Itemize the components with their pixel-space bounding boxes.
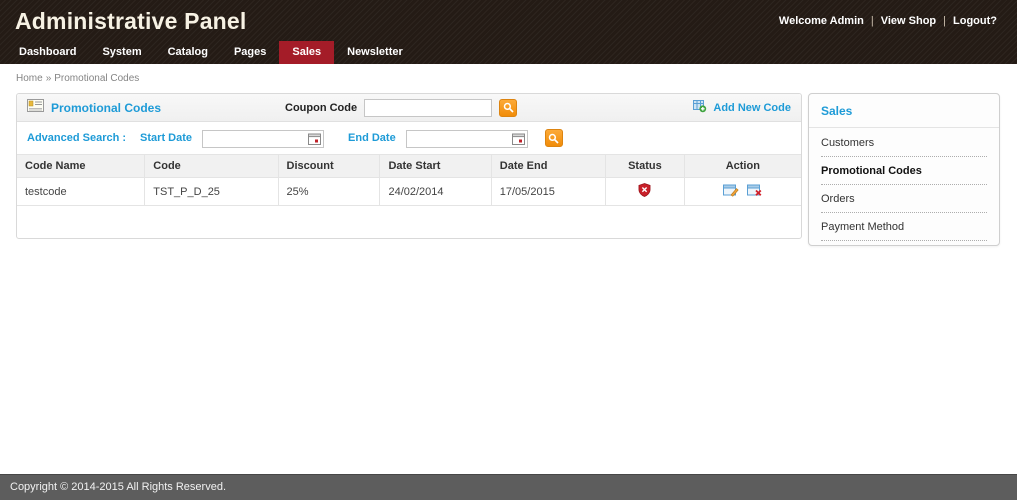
start-date-wrap	[202, 129, 325, 150]
coupon-code-input[interactable]	[364, 98, 493, 117]
cell-code-name: testcode	[17, 177, 146, 206]
column-header-discount: Discount	[277, 154, 381, 178]
calendar-icon[interactable]	[511, 132, 525, 150]
table-row: testcode TST_P_D_25 25% 24/02/2014 17/05…	[17, 177, 801, 206]
header-separator: |	[870, 15, 874, 27]
column-header-status: Status	[605, 154, 685, 178]
header-separator: |	[943, 15, 947, 27]
panel-header: Promotional Codes Coupon Code Add New Co…	[17, 94, 801, 122]
start-date-input[interactable]	[202, 129, 325, 148]
sidebar-item-promotional-codes[interactable]: Promotional Codes	[821, 157, 987, 185]
sidebar-list: Customers Promotional Codes Orders Payme…	[809, 128, 999, 245]
nav-item-system[interactable]: System	[102, 46, 142, 58]
breadcrumb-current: Promotional Codes	[54, 73, 140, 84]
advanced-search-row: Advanced Search : Start Date End Date	[17, 122, 801, 154]
column-header-action: Action	[683, 154, 801, 178]
promotional-codes-panel: Promotional Codes Coupon Code Add New Co…	[16, 93, 802, 239]
nav-item-dashboard[interactable]: Dashboard	[19, 46, 77, 58]
nav-item-catalog[interactable]: Catalog	[167, 46, 208, 58]
main-nav: Dashboard System Catalog Pages Sales New…	[0, 41, 1017, 64]
breadcrumb-separator: »	[45, 73, 52, 84]
main-content: Promotional Codes Coupon Code Add New Co…	[16, 93, 1000, 246]
coupon-code-label: Coupon Code	[285, 101, 358, 114]
edit-icon[interactable]	[722, 184, 739, 197]
search-icon	[548, 133, 559, 144]
sidebar-item-customers[interactable]: Customers	[821, 129, 987, 157]
cell-status	[605, 177, 685, 206]
sidebar-item-payment-method[interactable]: Payment Method	[821, 213, 987, 241]
footer: Copyright © 2014-2015 All Rights Reserve…	[0, 474, 1017, 500]
welcome-admin-link[interactable]: Welcome Admin	[778, 15, 864, 27]
cell-date-end: 17/05/2015	[490, 177, 607, 206]
add-new-code-label: Add New Code	[713, 101, 791, 114]
coupon-search-button[interactable]	[499, 98, 518, 117]
promo-codes-icon	[27, 98, 44, 117]
cell-action	[683, 177, 801, 206]
calendar-icon[interactable]	[308, 132, 322, 150]
cell-code: TST_P_D_25	[144, 177, 279, 206]
copyright-text: Copyright © 2014-2015 All Rights Reserve…	[10, 481, 226, 493]
logout-link[interactable]: Logout?	[953, 15, 997, 27]
coupon-search-group: Coupon Code	[285, 98, 518, 117]
column-header-date-start: Date Start	[379, 154, 492, 178]
search-icon	[503, 102, 514, 113]
add-code-icon	[693, 99, 707, 116]
app-title: Administrative Panel	[15, 8, 247, 34]
column-header-code: Code	[144, 154, 279, 178]
advanced-search-button[interactable]	[544, 129, 563, 147]
start-date-label: Start Date	[140, 132, 193, 144]
end-date-wrap	[405, 129, 528, 150]
column-header-date-end: Date End	[490, 154, 607, 178]
cell-discount: 25%	[277, 177, 381, 206]
panel-title-group: Promotional Codes	[27, 98, 285, 117]
table-header-row: Code Name Code Discount Date Start Date …	[17, 154, 801, 178]
panel-bottom-space	[17, 206, 801, 238]
sales-sidebar: Sales Customers Promotional Codes Orders…	[808, 93, 1000, 246]
sidebar-item-orders[interactable]: Orders	[821, 185, 987, 213]
cell-date-start: 24/02/2014	[379, 177, 492, 206]
promo-codes-table: Code Name Code Discount Date Start Date …	[17, 154, 801, 206]
nav-item-pages[interactable]: Pages	[233, 46, 267, 58]
breadcrumb: Home» Promotional Codes	[0, 64, 1017, 93]
panel-title: Promotional Codes	[51, 100, 162, 115]
view-shop-link[interactable]: View Shop	[880, 15, 937, 27]
sidebar-title: Sales	[809, 94, 999, 128]
status-inactive-shield-icon[interactable]	[638, 183, 651, 197]
masthead-top: Administrative Panel Welcome Admin | View …	[0, 0, 1017, 41]
column-header-code-name: Code Name	[17, 154, 146, 178]
delete-icon[interactable]	[746, 184, 763, 197]
end-date-label: End Date	[348, 132, 396, 144]
breadcrumb-home-link[interactable]: Home	[16, 73, 43, 84]
masthead: Administrative Panel Welcome Admin | View …	[0, 0, 1017, 64]
add-new-code-button[interactable]: Add New Code	[693, 99, 791, 116]
advanced-search-label: Advanced Search :	[27, 132, 127, 144]
nav-item-sales[interactable]: Sales	[279, 41, 335, 64]
end-date-input[interactable]	[405, 129, 528, 148]
header-links: Welcome Admin | View Shop | Logout?	[779, 15, 997, 27]
nav-item-newsletter[interactable]: Newsletter	[347, 46, 403, 58]
